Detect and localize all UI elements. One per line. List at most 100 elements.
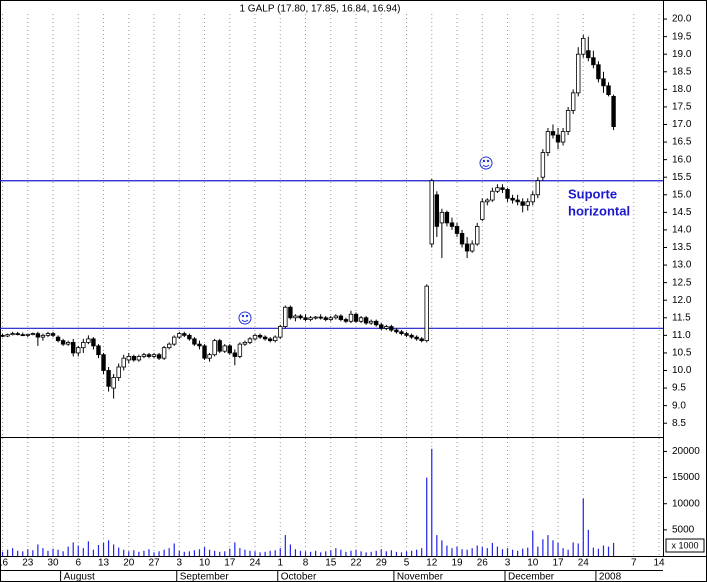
volume-bar [395, 551, 398, 556]
volume-bar [380, 549, 382, 556]
candle-body [96, 345, 101, 356]
y-tick-label: 18.0 [672, 84, 692, 95]
y-tick-label: 11.0 [672, 330, 691, 341]
volume-bar [335, 548, 337, 556]
candle-body [444, 211, 450, 224]
volume-bar [77, 545, 79, 556]
volume-bar [198, 549, 201, 556]
candle-body [40, 334, 46, 338]
month-label: September [180, 572, 230, 582]
candle-body [35, 333, 41, 338]
y-tick-label: 12.5 [672, 277, 692, 288]
x-tick-label: 22 [350, 558, 362, 569]
x-tick-label: 19 [451, 558, 463, 569]
volume-bar [269, 550, 271, 556]
volume-bar [355, 549, 357, 556]
volume-bar [612, 542, 615, 556]
candle-body [545, 131, 551, 154]
candle-body [91, 338, 96, 347]
y-tick-label: 5000 [672, 524, 695, 535]
candle-body [15, 333, 20, 336]
candle-body [459, 233, 465, 245]
y-tick-label: 20.0 [672, 14, 692, 25]
volume-bar [12, 548, 14, 556]
candle-body [45, 333, 51, 336]
candle-body [207, 354, 212, 359]
volume-bar [436, 535, 438, 556]
volume-bar [148, 549, 150, 556]
candle-body [353, 313, 359, 322]
volume-bar [496, 546, 499, 556]
volume-bar [456, 546, 458, 556]
y-tick-label: 10000 [672, 498, 700, 509]
y-tick-label: 18.5 [672, 66, 692, 77]
volume-bar [476, 545, 478, 556]
x-tick-label: 24 [249, 558, 261, 569]
y-tick-label: 14.0 [672, 225, 692, 236]
x-tick-label: 1 [277, 558, 283, 569]
x-tick-label: 23 [22, 558, 34, 569]
volume-bar [22, 551, 24, 556]
volume-bar [107, 540, 110, 556]
candle-body [424, 285, 429, 342]
y-tick-label: 9.5 [672, 383, 686, 394]
y-tick-label: 15.0 [672, 189, 692, 200]
candle-body [192, 338, 197, 345]
x-tick-label: 10 [199, 558, 211, 569]
candle-body [500, 187, 505, 190]
candle-body [81, 341, 86, 349]
candle-body [172, 336, 177, 345]
volume-bar [173, 543, 175, 556]
volume-bar [461, 549, 463, 556]
x-tick-label: 20 [123, 558, 135, 569]
volume-bar [567, 549, 569, 556]
volume-bar [299, 550, 302, 556]
candle-body [30, 333, 36, 335]
x-tick-label: 10 [527, 558, 539, 569]
month-label: 2008 [599, 572, 622, 582]
candle-body [591, 57, 596, 66]
volume-bar [410, 550, 413, 556]
smiley [479, 156, 493, 170]
volume-bar [123, 549, 125, 556]
x-tick-label: 17 [224, 558, 236, 569]
volume-bar [138, 551, 140, 556]
candle-body [288, 306, 293, 319]
volume-bar [163, 549, 165, 556]
volume-bar [102, 542, 105, 556]
volume-bar [62, 551, 64, 556]
volume-bar [284, 535, 286, 556]
candle-body [570, 92, 576, 111]
y-tick-label: 11.5 [672, 312, 691, 323]
volume-bar [486, 548, 488, 556]
volume-bar [259, 552, 261, 556]
volume-bar [517, 550, 519, 556]
candle-body [151, 354, 157, 357]
volume-bar [133, 550, 135, 556]
y-tick-label: 19.0 [672, 49, 692, 60]
candle-body [131, 356, 137, 361]
volume-bar [224, 551, 226, 556]
volume-bar [426, 477, 428, 556]
volume-bar [239, 548, 241, 556]
volume-bar [188, 551, 190, 556]
volume-bar [607, 546, 610, 556]
candle-body [187, 334, 192, 340]
candle-body [384, 326, 389, 329]
candle-body [212, 340, 217, 356]
volume-bar [471, 548, 473, 556]
volume-bar [491, 542, 493, 556]
candle-body [601, 78, 606, 87]
candle-body [273, 336, 278, 342]
volume-bar [17, 550, 19, 556]
volume-bar [446, 545, 448, 556]
volume-bar [92, 549, 95, 556]
annotation: Suporte [568, 186, 617, 201]
volume-bar [416, 549, 418, 556]
candle-body [611, 95, 616, 127]
candle-body [338, 315, 344, 320]
volume-bar [527, 547, 529, 556]
volume-bar [431, 448, 433, 556]
y-tick-label: 14.5 [672, 207, 692, 218]
